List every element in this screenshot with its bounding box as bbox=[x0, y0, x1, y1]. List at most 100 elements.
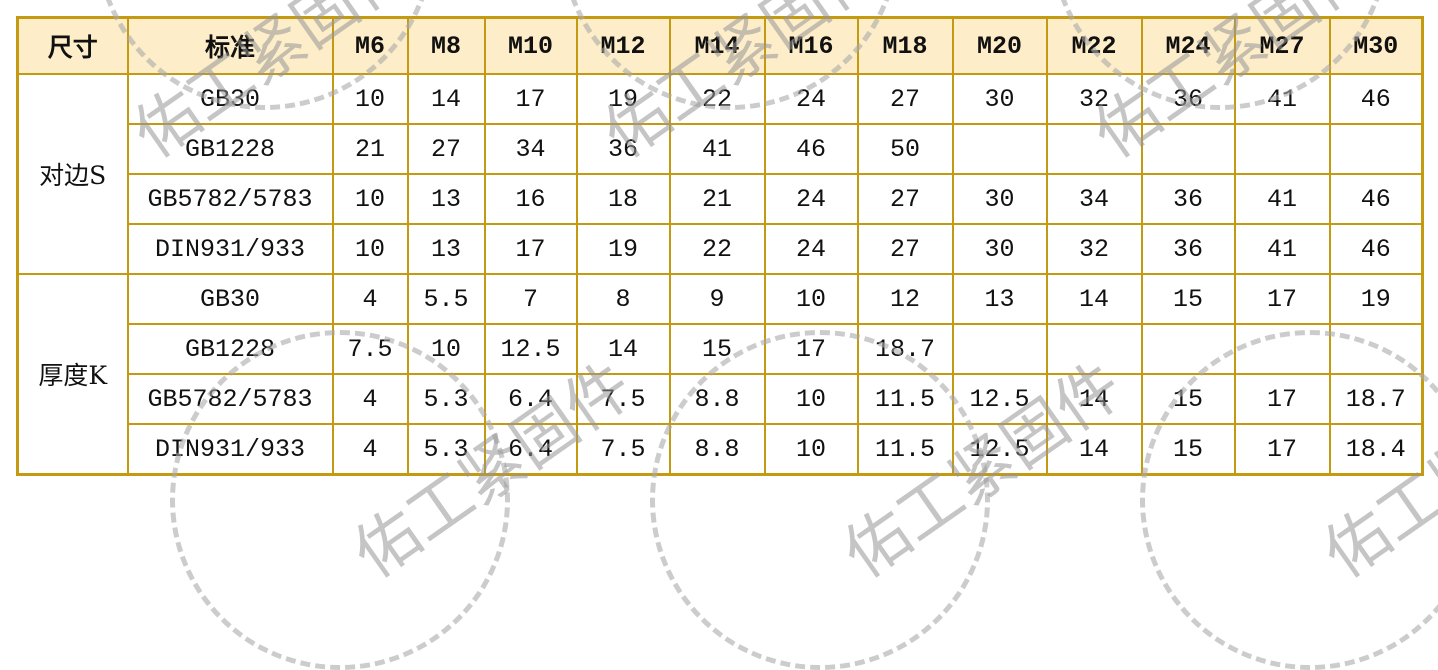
value-cell: 30 bbox=[951, 173, 1048, 225]
value-cell: 10 bbox=[763, 423, 859, 476]
value-cell: 17 bbox=[763, 323, 859, 375]
value-cell: 5.3 bbox=[406, 373, 486, 425]
value-cell: 27 bbox=[406, 123, 486, 175]
value-cell: 5.3 bbox=[406, 423, 486, 476]
value-cell: 8.8 bbox=[668, 373, 766, 425]
value-cell: 12 bbox=[856, 273, 954, 325]
value-cell: 14 bbox=[1045, 423, 1143, 476]
value-cell: 15 bbox=[1140, 423, 1236, 476]
value-cell: 27 bbox=[856, 173, 954, 225]
standard-cell: GB1228 bbox=[126, 323, 334, 375]
value-cell: 27 bbox=[856, 73, 954, 125]
table-row: GB1228 7.5 10 12.5 14 15 17 18.7 bbox=[18, 323, 1424, 375]
value-cell: 34 bbox=[483, 123, 578, 175]
header-m18: M18 bbox=[856, 16, 954, 75]
value-cell: 18.4 bbox=[1328, 423, 1424, 476]
value-cell: 22 bbox=[668, 223, 766, 275]
value-cell bbox=[1140, 323, 1236, 375]
value-cell: 13 bbox=[406, 223, 486, 275]
value-cell: 30 bbox=[951, 223, 1048, 275]
value-cell: 4 bbox=[331, 423, 409, 476]
value-cell: 14 bbox=[575, 323, 671, 375]
value-cell: 46 bbox=[763, 123, 859, 175]
value-cell: 16 bbox=[483, 173, 578, 225]
value-cell bbox=[951, 323, 1048, 375]
value-cell: 8.8 bbox=[668, 423, 766, 476]
value-cell bbox=[1328, 123, 1424, 175]
value-cell: 12.5 bbox=[951, 423, 1048, 476]
value-cell: 5.5 bbox=[406, 273, 486, 325]
value-cell: 14 bbox=[406, 73, 486, 125]
header-m30: M30 bbox=[1328, 16, 1424, 75]
value-cell: 32 bbox=[1045, 223, 1143, 275]
value-cell bbox=[951, 123, 1048, 175]
value-cell: 7 bbox=[483, 273, 578, 325]
header-m8: M8 bbox=[406, 16, 486, 75]
table-row: GB5782/5783 4 5.3 6.4 7.5 8.8 10 11.5 12.5 14 15 17… bbox=[18, 373, 1424, 425]
group-label: 对边S bbox=[16, 73, 129, 275]
table-row: DIN931/933 4 5.3 6.4 7.5 8.8 10 11.5 12.5 14 15 17 1… bbox=[18, 423, 1424, 476]
value-cell: 8 bbox=[575, 273, 671, 325]
value-cell: 36 bbox=[575, 123, 671, 175]
value-cell: 15 bbox=[1140, 273, 1236, 325]
value-cell: 18 bbox=[575, 173, 671, 225]
value-cell: 14 bbox=[1045, 373, 1143, 425]
value-cell: 30 bbox=[951, 73, 1048, 125]
standard-cell: DIN931/933 bbox=[126, 423, 334, 476]
value-cell bbox=[1328, 323, 1424, 375]
value-cell: 10 bbox=[331, 173, 409, 225]
table-row: GB1228 21 27 34 36 41 46 50 bbox=[18, 123, 1424, 175]
value-cell: 10 bbox=[763, 273, 859, 325]
header-m27: M27 bbox=[1233, 16, 1331, 75]
value-cell: 6.4 bbox=[483, 423, 578, 476]
value-cell: 21 bbox=[668, 173, 766, 225]
value-cell: 41 bbox=[1233, 173, 1331, 225]
value-cell: 11.5 bbox=[856, 423, 954, 476]
value-cell: 17 bbox=[1233, 373, 1331, 425]
header-row: 尺寸 标准 M6 M8 M10 M12 M14 M16 M18 M20 M22 M24 M27 M30 bbox=[16, 16, 1424, 75]
value-cell: 18.7 bbox=[1328, 373, 1424, 425]
standard-cell: GB5782/5783 bbox=[126, 373, 334, 425]
value-cell: 32 bbox=[1045, 73, 1143, 125]
bolt-dimension-table: 尺寸 标准 M6 M8 M10 M12 M14 M16 M18 M20 M22 M24 M27 M30… bbox=[16, 16, 1424, 476]
value-cell: 17 bbox=[483, 223, 578, 275]
header-standard: 标准 bbox=[126, 16, 334, 75]
table-row: 对边S GB30 10 14 17 19 22 24 27 30 32 36 41 46 bbox=[16, 73, 1424, 275]
value-cell: 36 bbox=[1140, 173, 1236, 225]
standard-cell: GB5782/5783 bbox=[126, 173, 334, 225]
standard-cell: GB1228 bbox=[126, 123, 334, 175]
header-m22: M22 bbox=[1045, 16, 1143, 75]
value-cell: 24 bbox=[763, 223, 859, 275]
standard-cell: GB30 bbox=[126, 273, 334, 325]
value-cell: 19 bbox=[575, 73, 671, 125]
value-cell: 34 bbox=[1045, 173, 1143, 225]
value-cell: 7.5 bbox=[331, 323, 409, 375]
value-cell: 10 bbox=[331, 223, 409, 275]
value-cell: 10 bbox=[331, 73, 409, 125]
value-cell: 22 bbox=[668, 73, 766, 125]
header-m16: M16 bbox=[763, 16, 859, 75]
value-cell: 46 bbox=[1328, 73, 1424, 125]
value-cell: 24 bbox=[763, 73, 859, 125]
value-cell: 9 bbox=[668, 273, 766, 325]
value-cell: 15 bbox=[1140, 373, 1236, 425]
value-cell: 12.5 bbox=[951, 373, 1048, 425]
value-cell: 7.5 bbox=[575, 373, 671, 425]
standard-cell: GB30 bbox=[126, 73, 334, 125]
value-cell: 11.5 bbox=[856, 373, 954, 425]
group-label: 厚度K bbox=[16, 273, 129, 476]
value-cell: 41 bbox=[1233, 73, 1331, 125]
value-cell: 10 bbox=[763, 373, 859, 425]
value-cell: 27 bbox=[856, 223, 954, 275]
value-cell: 17 bbox=[1233, 423, 1331, 476]
value-cell: 12.5 bbox=[483, 323, 578, 375]
value-cell: 50 bbox=[856, 123, 954, 175]
value-cell: 6.4 bbox=[483, 373, 578, 425]
value-cell: 46 bbox=[1328, 223, 1424, 275]
header-m14: M14 bbox=[668, 16, 766, 75]
header-m6: M6 bbox=[331, 16, 409, 75]
value-cell bbox=[1233, 323, 1331, 375]
value-cell: 19 bbox=[1328, 273, 1424, 325]
value-cell: 4 bbox=[331, 273, 409, 325]
header-size: 尺寸 bbox=[16, 16, 129, 75]
